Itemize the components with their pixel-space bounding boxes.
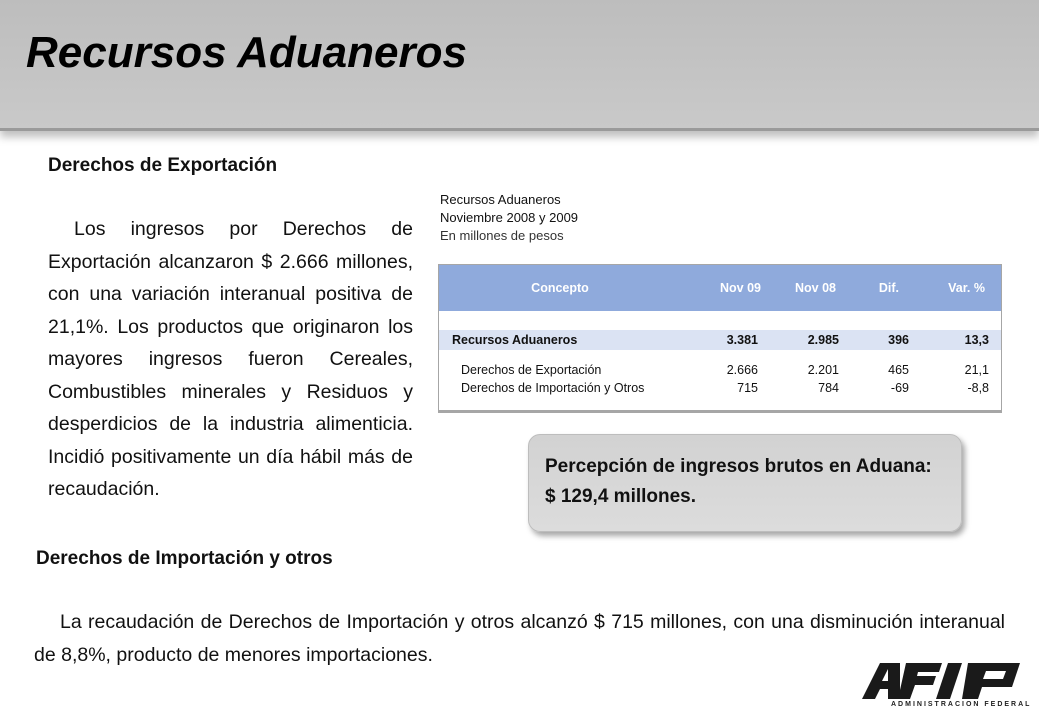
cell-var: 21,1 xyxy=(964,363,989,377)
table-row: Derechos de Importación y Otros 715 784 … xyxy=(439,381,1001,399)
export-paragraph: Los ingresos por Derechos de Exportación… xyxy=(48,218,413,500)
table-caption-title: Recursos Aduaneros xyxy=(440,192,561,207)
cell-nov08: 2.201 xyxy=(807,363,839,377)
column-header-concepto: Concepto xyxy=(531,281,589,295)
revenue-table: Concepto Nov 09 Nov 08 Dif. Var. % Recur… xyxy=(438,264,1002,413)
afip-logo xyxy=(862,663,1020,699)
cell-dif: 396 xyxy=(888,333,909,347)
column-header-nov09: Nov 09 xyxy=(720,281,761,295)
page-title: Recursos Aduaneros xyxy=(26,28,467,77)
import-heading: Derechos de Importación y otros xyxy=(36,548,333,569)
import-paragraph: La recaudación de Derechos de Importació… xyxy=(34,611,1005,666)
cell-nov09: 3.381 xyxy=(726,333,758,347)
cell-nov09: 715 xyxy=(737,381,758,395)
callout-box: Percepción de ingresos brutos en Aduana:… xyxy=(528,434,962,532)
cell-dif: -69 xyxy=(890,381,909,395)
cell-label: Derechos de Importación y Otros xyxy=(461,381,645,395)
logo-subtitle: ADMINISTRACION FEDERAL xyxy=(891,701,1032,708)
cell-nov08: 784 xyxy=(818,381,839,395)
cell-var: 13,3 xyxy=(964,333,989,347)
column-header-nov08: Nov 08 xyxy=(795,281,836,295)
cell-nov08: 2.985 xyxy=(807,333,839,347)
table-caption: Recursos Aduaneros Noviembre 2008 y 2009… xyxy=(440,191,578,245)
cell-nov09: 2.666 xyxy=(726,363,758,377)
cell-var: -8,8 xyxy=(967,381,989,395)
callout-line-1: Percepción de ingresos brutos en Aduana: xyxy=(545,456,932,477)
column-header-dif: Dif. xyxy=(878,281,899,295)
table-caption-units: En millones de pesos xyxy=(440,228,564,243)
table-row: Derechos de Exportación 2.666 2.201 465 … xyxy=(439,363,1001,381)
cell-dif: 465 xyxy=(888,363,909,377)
column-header-var: Var. % xyxy=(948,281,985,295)
export-heading: Derechos de Exportación xyxy=(48,155,278,176)
slide-header: Recursos Aduaneros xyxy=(0,0,1039,131)
cell-label: Recursos Aduaneros xyxy=(452,333,578,347)
table-header: Concepto Nov 09 Nov 08 Dif. Var. % xyxy=(439,265,1001,311)
table-caption-period: Noviembre 2008 y 2009 xyxy=(440,210,579,225)
table-row-total: Recursos Aduaneros 3.381 2.985 396 13,3 xyxy=(439,330,1001,350)
callout-line-2: $ 129,4 millones. xyxy=(545,486,697,507)
cell-label: Derechos de Exportación xyxy=(461,363,602,377)
